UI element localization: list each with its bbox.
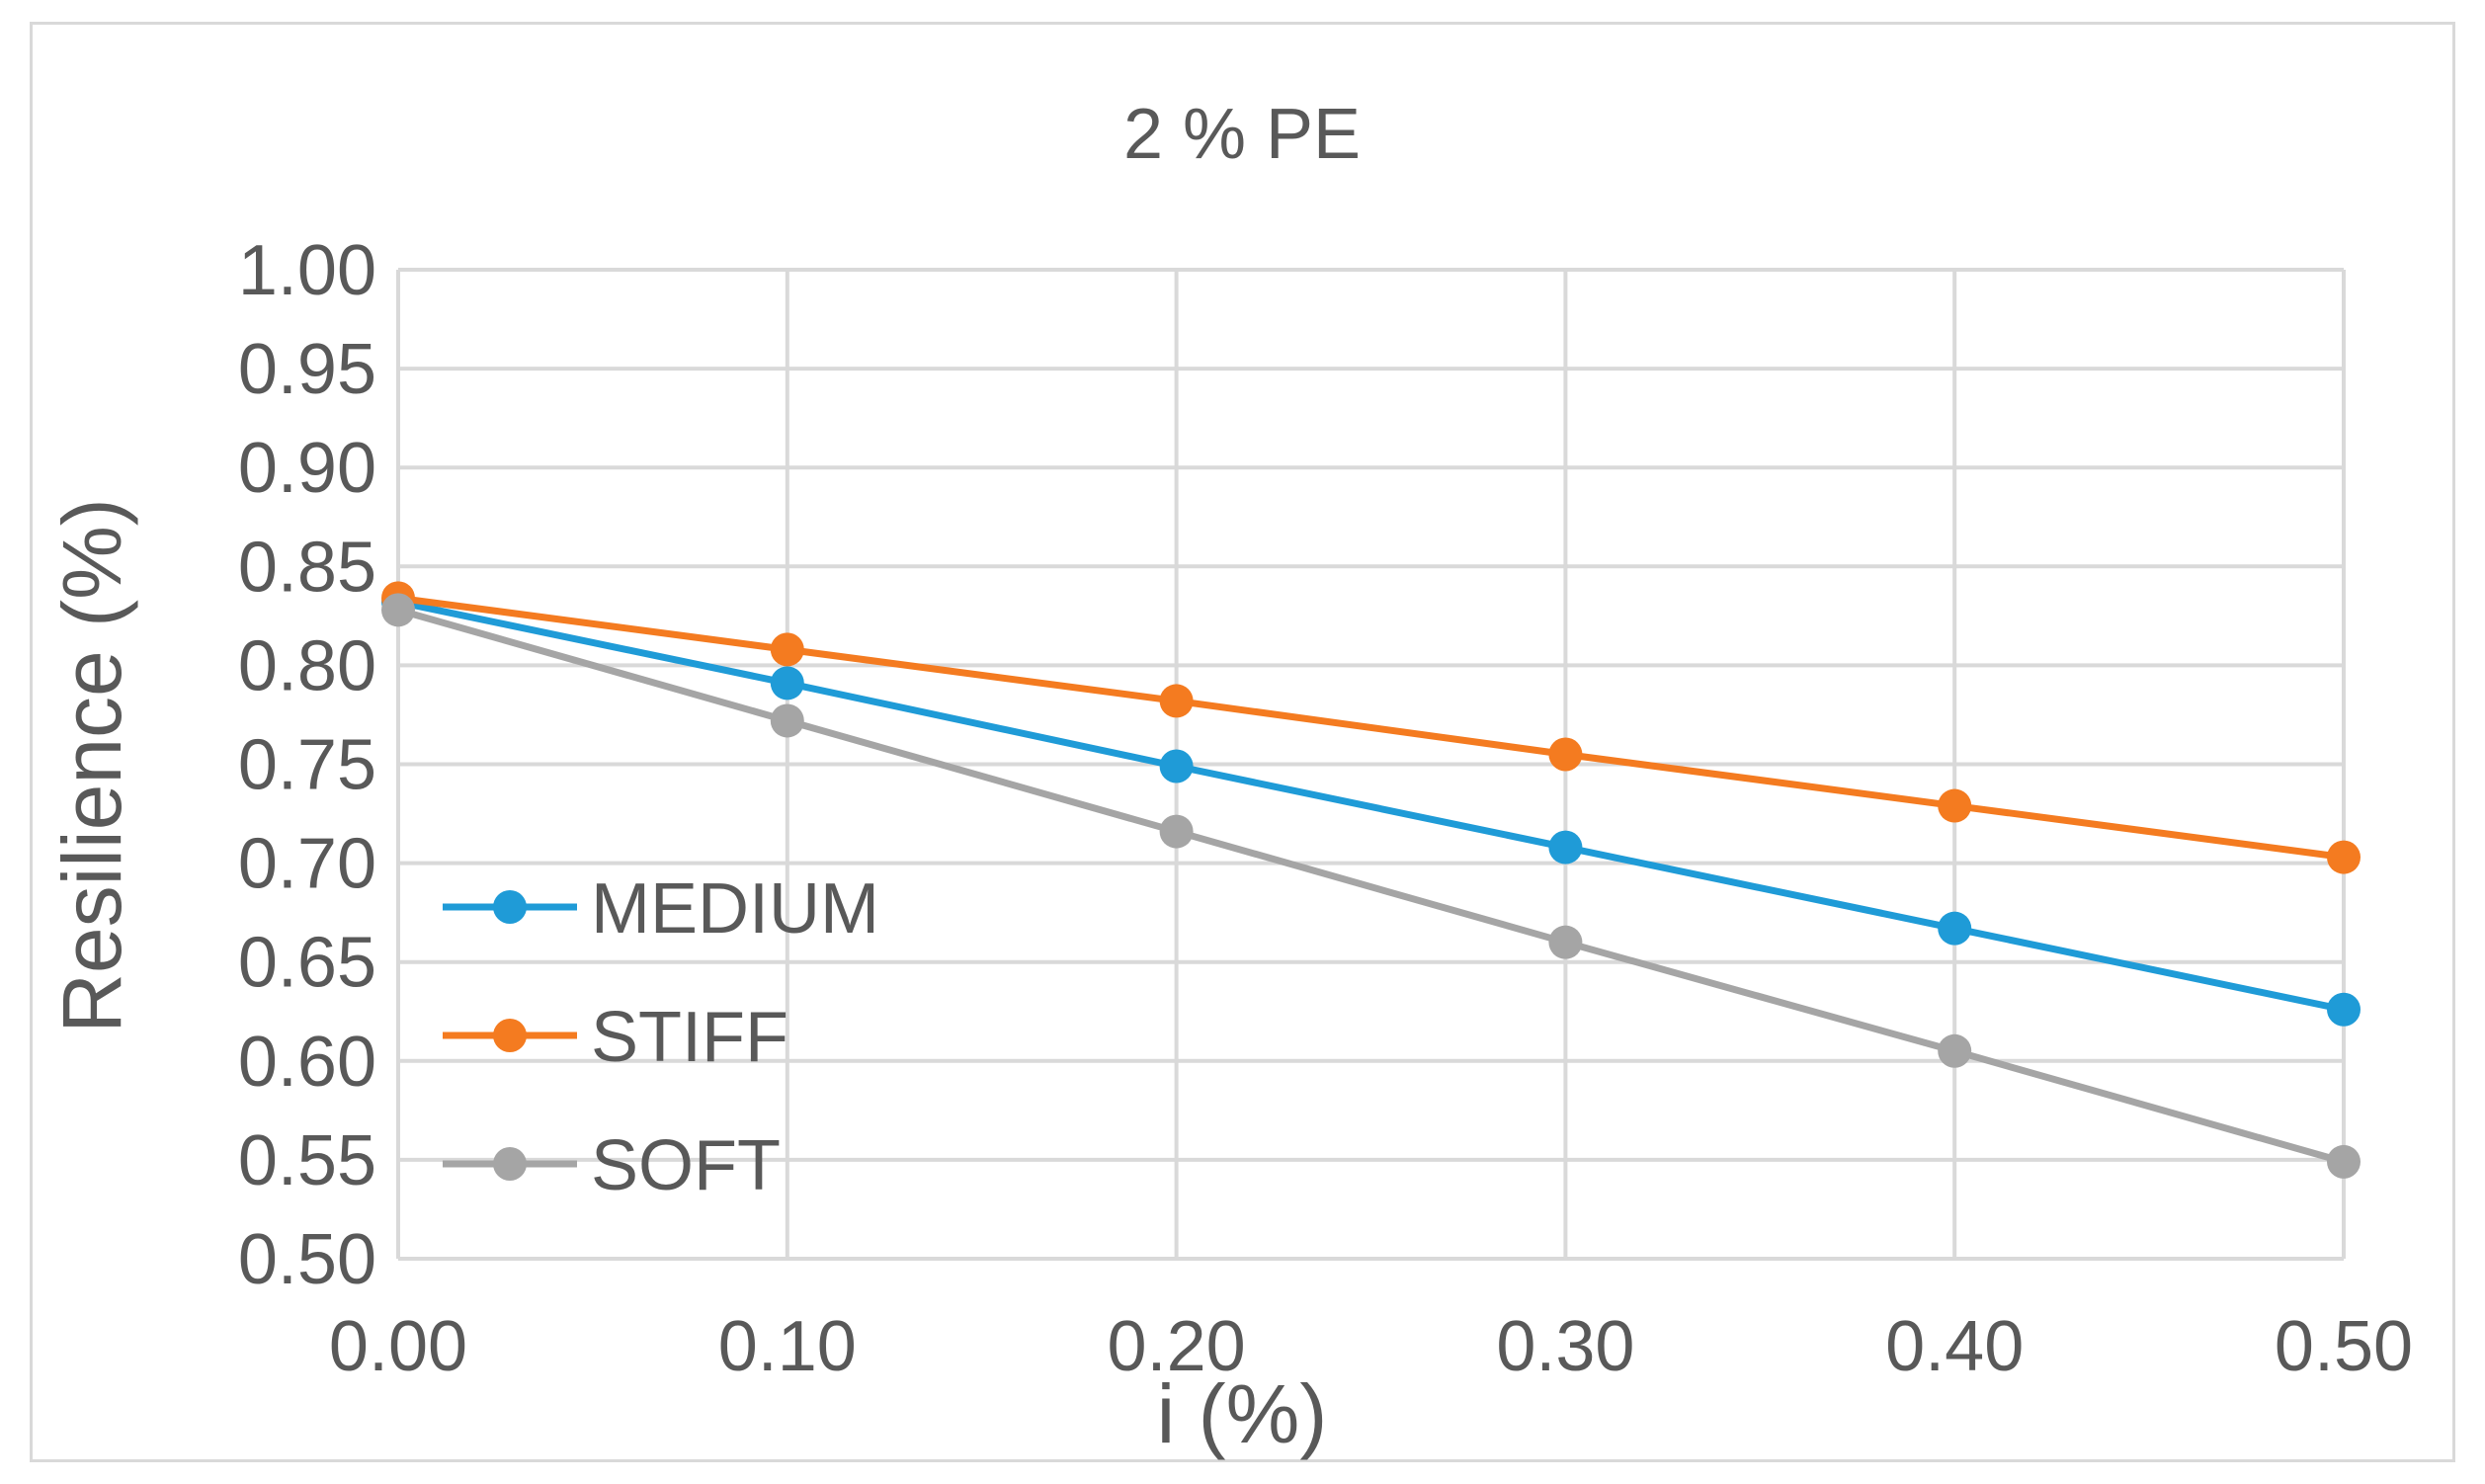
x-tick-label: 0.40	[1885, 1307, 2024, 1386]
y-tick-label: 0.50	[238, 1220, 376, 1299]
legend: MEDIUM STIFF SOFT	[443, 869, 879, 1205]
series-soft	[381, 593, 2361, 1179]
y-tick-label: 0.90	[238, 429, 376, 508]
data-point-stiff	[1548, 737, 1583, 772]
data-point-soft	[770, 703, 804, 738]
y-tick-label: 0.60	[238, 1023, 376, 1102]
legend-item-stiff: STIFF	[443, 998, 788, 1077]
x-tick-label: 0.30	[1496, 1307, 1634, 1386]
chart-frame	[30, 22, 2455, 1462]
data-point-medium	[1938, 911, 1972, 946]
y-tick-label: 0.80	[238, 626, 376, 705]
legend-label-medium: MEDIUM	[591, 869, 879, 948]
data-point-soft	[381, 593, 415, 627]
y-tick-label: 0.70	[238, 825, 376, 904]
series-line-stiff	[397, 594, 2345, 862]
y-tick-label: 0.65	[238, 924, 376, 1003]
data-point-stiff	[2327, 840, 2361, 874]
y-tick-label: 0.75	[238, 726, 376, 805]
data-point-soft	[2327, 1144, 2361, 1179]
data-point-stiff	[770, 632, 804, 667]
series-line-soft	[397, 606, 2345, 1166]
x-axis-ticks: 0.00 0.10 0.20 0.30 0.40 0.50	[329, 1307, 2413, 1386]
y-tick-label: 0.95	[238, 330, 376, 409]
data-point-medium	[770, 666, 804, 701]
y-axis-ticks: 0.50 0.55 0.60 0.65 0.70 0.75 0.80 0.85 0.90 0.95…	[238, 231, 376, 1299]
data-point-soft	[1938, 1033, 1972, 1068]
grid	[396, 268, 2346, 1261]
series-stiff	[381, 581, 2361, 874]
legend-item-medium: MEDIUM	[443, 869, 879, 948]
data-point-stiff	[1159, 684, 1194, 718]
data-point-medium	[2327, 992, 2361, 1027]
x-tick-label: 0.20	[1108, 1307, 1246, 1386]
x-tick-label: 0.00	[329, 1307, 467, 1386]
x-tick-label: 0.50	[2275, 1307, 2413, 1386]
x-axis-title: i (%)	[1157, 1367, 1328, 1460]
legend-marker-stiff	[493, 1019, 527, 1052]
data-point-medium	[1159, 749, 1194, 783]
legend-marker-soft	[493, 1147, 527, 1181]
x-tick-label: 0.10	[718, 1307, 857, 1386]
legend-marker-medium	[493, 890, 527, 924]
y-axis-title: Resilience (%)	[45, 498, 138, 1033]
data-point-stiff	[1938, 788, 1972, 823]
series-layer	[381, 581, 2361, 1179]
y-tick-label: 0.85	[238, 528, 376, 607]
y-tick-label: 0.55	[238, 1121, 376, 1200]
legend-label-stiff: STIFF	[591, 998, 788, 1077]
chart-title: 2 % PE	[1123, 95, 1361, 174]
data-point-medium	[1548, 830, 1583, 865]
series-line-medium	[397, 598, 2345, 1014]
data-point-soft	[1548, 925, 1583, 959]
data-point-soft	[1159, 814, 1194, 849]
y-tick-label: 1.00	[238, 231, 376, 310]
legend-item-soft: SOFT	[443, 1126, 781, 1205]
legend-label-soft: SOFT	[591, 1126, 781, 1205]
